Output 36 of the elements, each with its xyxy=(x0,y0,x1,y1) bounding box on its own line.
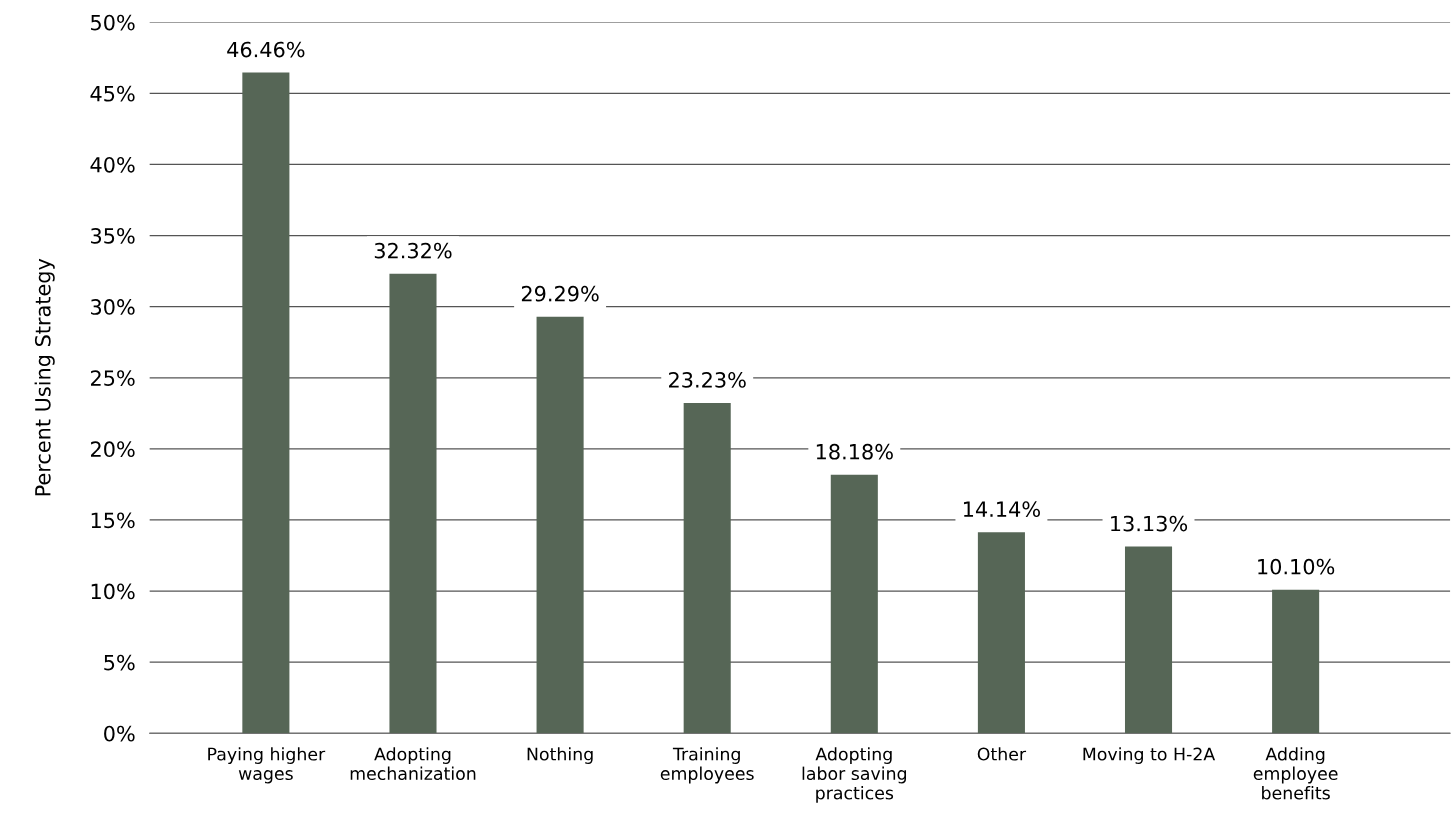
data-label: 23.23% xyxy=(669,372,746,388)
x-tick-label: Training employees xyxy=(660,747,754,784)
bar xyxy=(389,273,437,734)
x-tick-label: Adopting labor saving practices xyxy=(802,747,907,803)
y-tick-label: 45% xyxy=(90,85,135,102)
y-axis-title: Percent Using Strategy xyxy=(34,258,55,496)
data-label: 10.10% xyxy=(1258,558,1335,575)
data-label: 13.13% xyxy=(1111,515,1188,532)
y-tick-label: 40% xyxy=(90,156,135,173)
bar xyxy=(1124,546,1173,734)
bar xyxy=(1272,589,1320,734)
y-tick-label: 5% xyxy=(104,654,135,671)
x-tick-label: Paying higher wages xyxy=(208,747,326,784)
x-tick-label: Adopting mechanization xyxy=(350,747,476,781)
x-tick-label: Adding employee benefits xyxy=(1253,747,1338,800)
bar xyxy=(536,316,584,734)
x-tick-label: Other xyxy=(977,747,1027,761)
y-tick-label: 50% xyxy=(91,14,135,31)
x-tick-label: Nothing xyxy=(527,747,593,764)
bar xyxy=(242,72,290,734)
bar xyxy=(830,474,878,734)
data-label: 32.32% xyxy=(374,242,452,259)
y-tick-label: 30% xyxy=(91,299,135,315)
data-label: 18.18% xyxy=(816,443,893,460)
data-label: 46.46% xyxy=(227,41,305,58)
bar xyxy=(683,402,731,734)
y-tick-label: 20% xyxy=(90,441,135,458)
y-tick-label: 10% xyxy=(91,583,135,600)
y-tick-label: 35% xyxy=(91,228,135,244)
y-tick-label: 25% xyxy=(90,370,135,386)
y-tick-label: 0% xyxy=(104,725,135,742)
x-tick-label: Moving to H-2A xyxy=(1083,747,1216,764)
data-label: 29.29% xyxy=(521,285,599,302)
data-label: 14.14% xyxy=(963,501,1040,518)
bar xyxy=(977,532,1025,734)
y-tick-label: 15% xyxy=(91,512,135,529)
